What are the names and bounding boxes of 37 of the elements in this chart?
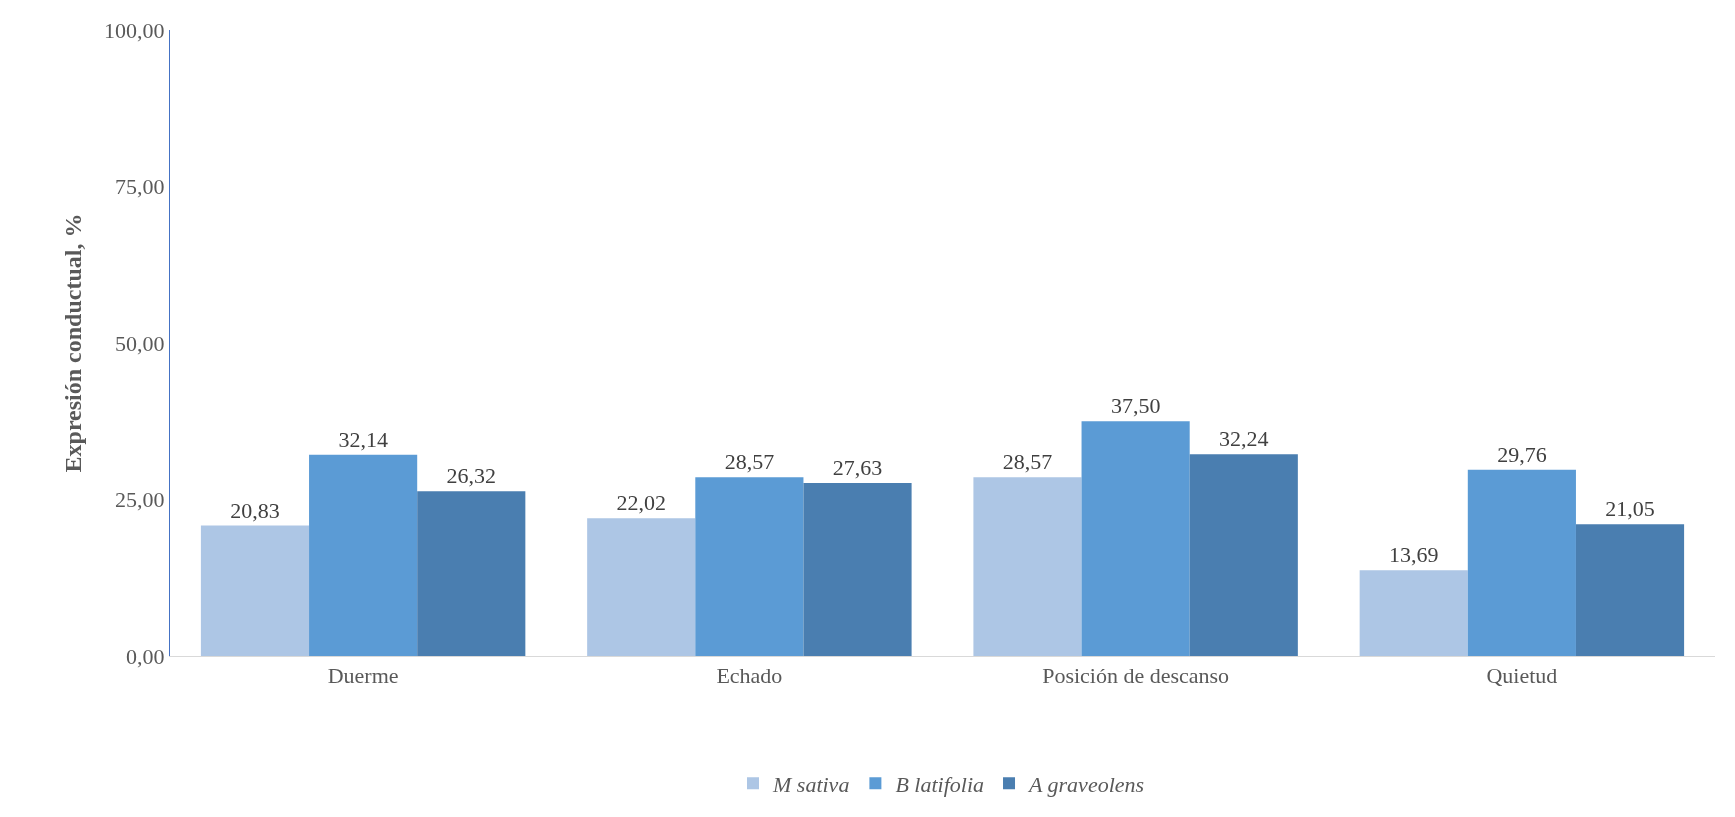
bar — [695, 477, 804, 656]
y-tick-label: 75,00 — [115, 174, 165, 200]
x-tick-label: Posición de descanso — [1042, 663, 1230, 689]
bar — [200, 525, 310, 656]
bar — [1467, 469, 1576, 656]
bar — [309, 454, 418, 656]
bar — [587, 518, 696, 656]
x-tick-label: Echado — [716, 663, 783, 689]
legend-label: B latifolia — [895, 771, 985, 797]
bar — [973, 477, 1082, 656]
data-label: 32,24 — [1219, 426, 1269, 452]
legend-label: M sativa — [772, 771, 850, 797]
data-label: 22,02 — [616, 490, 666, 516]
y-tick-label: 25,00 — [115, 487, 165, 513]
data-label: 29,76 — [1497, 441, 1547, 467]
x-tick-label: Quietud — [1486, 663, 1558, 689]
data-label: 28,57 — [1002, 449, 1053, 475]
bar — [803, 483, 912, 656]
y-tick-label: 50,00 — [115, 330, 165, 356]
data-label: 28,57 — [724, 449, 775, 475]
data-label: 37,50 — [1110, 393, 1161, 419]
y-tick-label: 0,00 — [126, 643, 165, 669]
data-label: 26,32 — [446, 463, 497, 489]
y-tick-label: 100,00 — [104, 17, 165, 43]
data-label: 13,69 — [1388, 542, 1439, 568]
data-label: 27,63 — [832, 455, 883, 481]
data-label: 32,14 — [338, 426, 388, 452]
x-tick-label: Duerme — [327, 663, 399, 689]
bar — [417, 491, 526, 656]
bar — [1189, 454, 1298, 656]
bar — [1359, 570, 1468, 656]
y-axis-title: Expresión conductual, % — [60, 213, 87, 473]
data-label: 20,83 — [230, 497, 280, 523]
bar — [1575, 524, 1685, 656]
legend-label: A graveolens — [1027, 771, 1145, 797]
data-label: 21,05 — [1605, 496, 1655, 522]
bar — [1081, 421, 1190, 656]
